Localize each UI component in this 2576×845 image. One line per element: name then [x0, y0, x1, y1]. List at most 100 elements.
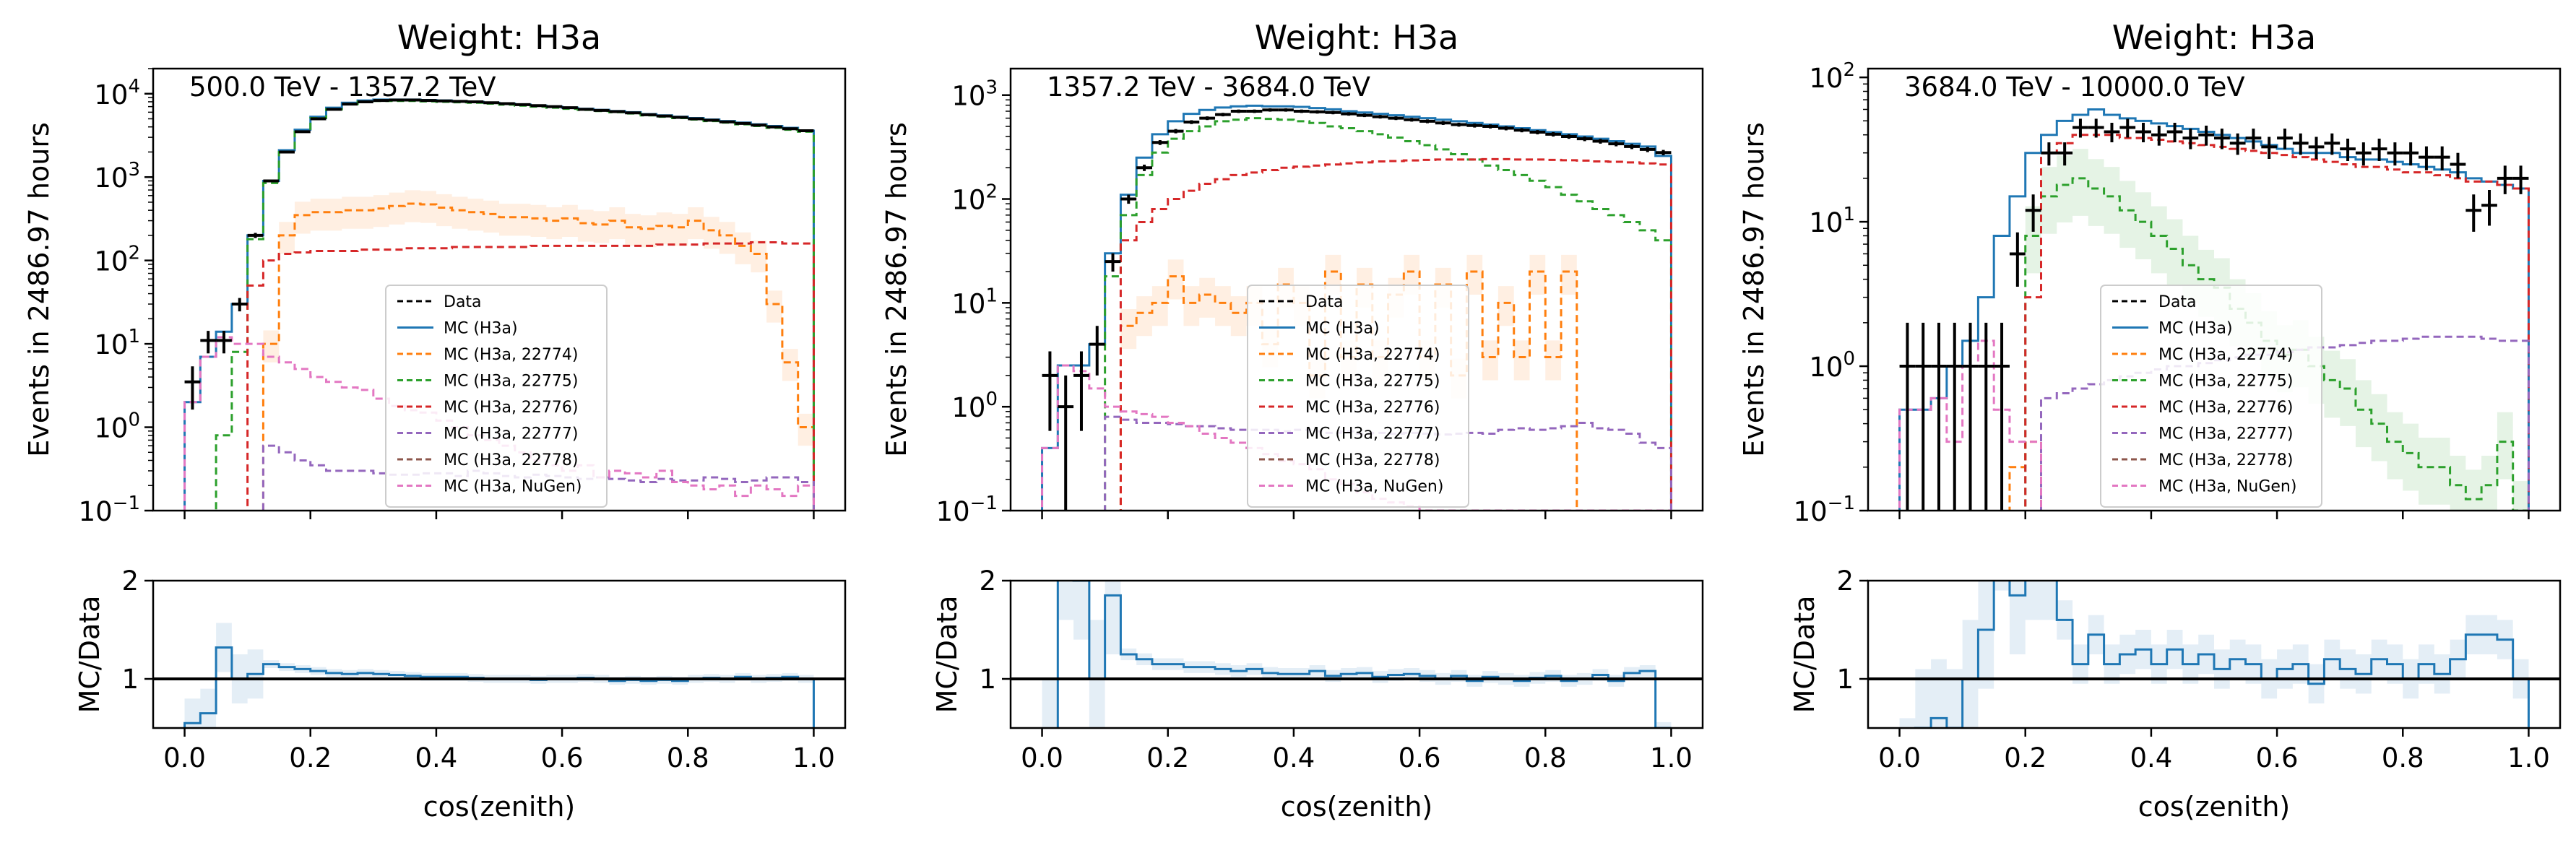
y-tick-label: 100: [1809, 348, 1855, 383]
legend: Data MC (H3a) MC (H3a, 22774) MC (H3a, 2277…: [385, 285, 608, 508]
energy-range-label: 500.0 TeV - 1357.2 TeV: [189, 72, 496, 103]
legend-label: MC (H3a, 22774): [2158, 346, 2294, 364]
plot-area: [183, 98, 815, 511]
series-mc-h3a-nugen-: [183, 336, 815, 511]
panel-title: Weight: H3a: [2112, 18, 2316, 57]
legend-label: MC (H3a, 22774): [444, 346, 579, 364]
legend-label: MC (H3a): [2158, 320, 2233, 338]
ratio-y-axis-label: MC/Data: [931, 596, 963, 714]
ratio-error-band: [1042, 581, 1672, 728]
x-tick-label: 0.0: [163, 742, 206, 774]
x-tick-label: 1.0: [2507, 742, 2550, 774]
legend-label: Data: [1305, 293, 1344, 311]
ratio-plot-area: [183, 623, 815, 728]
series-mc-h3a-22775-: [1104, 117, 1672, 511]
legend-label: MC (H3a, NuGen): [2158, 478, 2296, 496]
error-band-22774: [263, 190, 814, 446]
ratio-axes-frame: [152, 579, 847, 729]
legend-label: MC (H3a, 22775): [2158, 373, 2294, 391]
y-tick-label: 101: [1809, 204, 1855, 238]
y-tick-label: 100: [94, 410, 140, 444]
legend-label: MC (H3a, 22775): [444, 373, 579, 391]
x-axis-label: cos(zenith): [423, 791, 576, 823]
series-mc-h3a-22775-: [2024, 177, 2530, 511]
ratio-axes-frame: [1867, 579, 2562, 729]
x-tick-label: 0.8: [2382, 742, 2424, 774]
y-axis-label: Events in 2486.97 hours: [23, 122, 55, 457]
y-tick-label: 102: [951, 181, 998, 216]
legend-label: Data: [444, 293, 482, 311]
y-tick-label: 10−1: [936, 493, 998, 527]
x-tick-label: 0.0: [1878, 742, 1921, 774]
y-tick-label: 103: [951, 77, 998, 112]
main-axes-frame: [152, 67, 847, 512]
panel-title: Weight: H3a: [397, 18, 601, 57]
x-tick-label: 0.6: [1399, 742, 1441, 774]
x-tick-label: 0.4: [415, 742, 457, 774]
ratio-step: [1041, 581, 1672, 728]
legend-label: MC (H3a, 22774): [1305, 346, 1440, 364]
x-tick-label: 0.6: [541, 742, 584, 774]
y-tick-label: 101: [94, 326, 140, 360]
ratio-y-tick-label: 2: [121, 566, 139, 597]
ratio-y-tick-label: 1: [979, 664, 996, 695]
main-axes-frame: [1009, 67, 1704, 512]
ratio-y-tick-label: 1: [1836, 664, 1854, 695]
ratio-plot-area: [1041, 581, 1672, 728]
series-mc-h3a-22774-: [262, 202, 815, 511]
legend-box: [385, 285, 608, 508]
legend-box: [2100, 285, 2322, 508]
legend-label: MC (H3a, 22777): [1305, 425, 1440, 443]
legend-label: MC (H3a): [1305, 320, 1380, 338]
legend-label: MC (H3a, 22775): [1305, 373, 1440, 391]
y-tick-label: 103: [94, 159, 140, 194]
legend-label: MC (H3a, 22778): [1305, 451, 1440, 469]
legend-label: MC (H3a): [444, 320, 518, 338]
ratio-y-axis-label: MC/Data: [1789, 596, 1820, 714]
ratio-panel: 1 2 0.0 0.2 0.4 0.6 0.8 1.0 MC/Data cos(zenith): [931, 566, 1704, 823]
x-tick-label: 0.4: [1272, 742, 1315, 774]
ratio-panel: 1 2 0.0 0.2 0.4 0.6 0.8 1.0 MC/Data cos(zenith): [1789, 566, 2562, 823]
ratio-error-band: [184, 623, 814, 728]
panel-1: 10−1 100 101 102 103 104 Weight: H3a 500.0 TeV …: [23, 18, 847, 823]
x-axis-label: cos(zenith): [2138, 791, 2291, 823]
y-tick-label: 102: [94, 243, 140, 277]
panel-3: 10−1 100 101 102 Weight: H3a 3684.0 TeV - 100…: [1738, 18, 2562, 823]
series-mc-h3a-22776-: [1119, 157, 1672, 511]
y-tick-label: 100: [951, 389, 998, 423]
energy-range-label: 3684.0 TeV - 10000.0 TeV: [1904, 72, 2245, 103]
x-axis-label: cos(zenith): [1281, 791, 1433, 823]
x-tick-label: 0.6: [2256, 742, 2299, 774]
y-axis-label: Events in 2486.97 hours: [881, 122, 912, 457]
x-tick-label: 0.2: [289, 742, 332, 774]
y-tick-label: 10−1: [1794, 493, 1855, 527]
series-mc-h3a-22776-: [246, 241, 815, 511]
x-tick-label: 0.4: [2130, 742, 2172, 774]
x-tick-label: 0.8: [667, 742, 709, 774]
legend-label: MC (H3a, 22777): [2158, 425, 2294, 443]
x-tick-label: 1.0: [792, 742, 835, 774]
y-tick-label: 101: [951, 285, 998, 319]
legend-label: MC (H3a, NuGen): [444, 478, 582, 496]
legend-label: MC (H3a, 22777): [444, 425, 579, 443]
legend: Data MC (H3a) MC (H3a, 22774) MC (H3a, 2277…: [1247, 285, 1469, 508]
ratio-step: [183, 646, 815, 728]
legend-box: [1247, 285, 1469, 508]
legend-label: MC (H3a, 22776): [2158, 399, 2294, 417]
ratio-y-tick-label: 2: [1836, 566, 1854, 597]
legend-label: MC (H3a, 22776): [444, 399, 579, 417]
ratio-y-tick-label: 2: [979, 566, 996, 597]
x-tick-label: 0.8: [1524, 742, 1567, 774]
series-mc-h3a-22774-: [1119, 270, 1578, 511]
y-tick-label: 104: [94, 76, 140, 110]
ratio-axes-frame: [1009, 579, 1704, 729]
panel-title: Weight: H3a: [1255, 18, 1458, 57]
energy-range-label: 1357.2 TeV - 3684.0 TeV: [1047, 72, 1370, 103]
legend-label: MC (H3a, 22778): [444, 451, 579, 469]
panel-2: 10−1 100 101 102 103 Weight: H3a 1357.2 TeV - …: [881, 18, 1704, 823]
legend-label: MC (H3a, NuGen): [1305, 478, 1443, 496]
legend-label: Data: [2158, 293, 2197, 311]
y-tick-label: 102: [1809, 59, 1855, 94]
